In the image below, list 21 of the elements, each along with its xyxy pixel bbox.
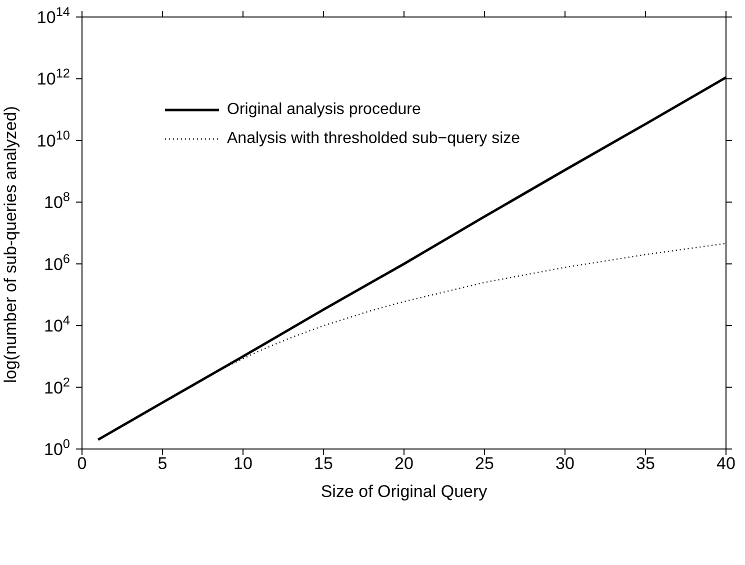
x-tick-label: 0: [77, 454, 87, 474]
x-tick-label: 25: [475, 454, 494, 474]
x-tick-label: 5: [158, 454, 168, 474]
y-tick-label: 10$^{0}$: [44, 436, 70, 459]
y-tick-label: 10$^{12}$: [36, 65, 70, 89]
x-tick-label: 40: [716, 454, 736, 474]
x-tick-label: 10: [234, 454, 252, 474]
x-tick-label: 20: [394, 454, 414, 474]
x-tick-label: 15: [314, 454, 333, 474]
y-tick-label: 10$^{10}$: [36, 126, 70, 150]
y-tick-label: 10$^{6}$: [44, 250, 70, 274]
y-tick-label: 10$^{8}$: [44, 188, 70, 212]
y-tick-label: 10$^{4}$: [44, 312, 70, 336]
y-tick-label: 10$^{2}$: [44, 374, 70, 398]
x-tick-label: 30: [556, 454, 574, 474]
legend-label: Original analysis procedure: [227, 100, 421, 118]
legend-label: Analysis with thresholded sub−query size: [227, 130, 520, 148]
x-tick-label: 35: [636, 454, 655, 474]
x-axis-title: Size of Original Query: [320, 482, 488, 501]
y-axis-title: log(number of sub-queries analyzed): [1, 106, 20, 383]
y-tick-label: 10$^{14}$: [36, 4, 70, 27]
